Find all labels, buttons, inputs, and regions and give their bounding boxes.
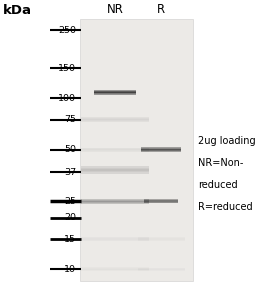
Bar [94,93,136,94]
Bar [81,240,149,241]
Bar [81,151,149,152]
Bar [141,150,181,151]
Bar [81,239,149,240]
Bar [81,121,149,122]
Bar [81,169,149,171]
Text: 100: 100 [58,94,76,103]
Bar [138,269,185,270]
Bar [141,151,181,152]
Text: 20: 20 [64,213,76,222]
Bar [81,270,149,271]
Bar [81,148,149,149]
Bar [94,90,136,91]
Bar [138,238,185,239]
Text: R: R [157,3,165,16]
Bar [141,147,181,148]
Text: NR=Non-: NR=Non- [198,158,243,168]
Bar [81,237,149,238]
Text: 10: 10 [64,265,76,274]
Bar [141,149,181,150]
Bar [144,200,178,201]
Text: 50: 50 [64,145,76,154]
Bar [81,172,149,174]
Bar [81,238,149,239]
Bar [81,118,149,119]
Text: 150: 150 [58,64,76,73]
Bar [81,119,149,120]
Bar [94,91,136,92]
Bar [81,150,149,151]
Bar [80,19,193,281]
Bar [81,268,149,269]
Text: 250: 250 [58,25,76,35]
Text: reduced: reduced [198,180,237,190]
Bar [81,166,149,168]
Bar [81,201,149,202]
Bar [81,199,149,200]
Text: kDa: kDa [3,4,32,17]
Text: 2ug loading: 2ug loading [198,136,255,146]
Bar [94,94,136,95]
Bar [81,269,149,270]
Bar [138,237,185,238]
Bar [81,168,149,169]
Bar [138,239,185,240]
Text: R=reduced: R=reduced [198,202,252,212]
Bar [141,148,181,149]
Text: 15: 15 [64,235,76,243]
Bar [81,117,149,118]
Bar [81,120,149,121]
Bar [144,201,178,202]
Bar [94,92,136,93]
Bar [144,199,178,200]
Text: NR: NR [107,3,124,16]
Bar [81,149,149,150]
Bar [81,203,149,204]
Bar [138,270,185,271]
Bar [138,268,185,269]
Text: 25: 25 [64,197,76,206]
Bar [81,171,149,172]
Bar [138,240,185,241]
Bar [144,202,178,203]
Bar [81,200,149,201]
Bar [81,202,149,203]
Text: 75: 75 [64,115,76,124]
Text: 37: 37 [64,168,76,176]
